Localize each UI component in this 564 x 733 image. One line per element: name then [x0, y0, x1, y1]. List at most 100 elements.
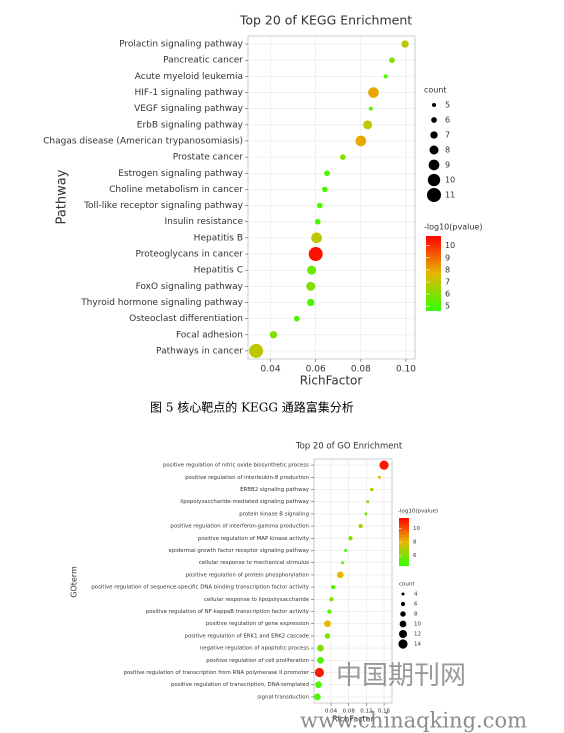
size-legend-label: 10	[445, 176, 455, 185]
y-tick-label: Proteoglycans in cancer	[135, 250, 243, 260]
point	[369, 487, 374, 492]
y-tick-label: Prostate cancer	[173, 153, 244, 163]
size-legend-title: count	[399, 582, 415, 588]
y-tick-label: positive regulation of nitric oxide bios…	[163, 463, 309, 469]
y-tick-label: positive regulation of cell proliferatio…	[206, 658, 309, 664]
x-tick-label: 0.04	[325, 709, 338, 715]
y-tick-label: Osteoclast differentiation	[129, 314, 243, 324]
plot-panel	[247, 35, 416, 360]
size-legend-key	[428, 159, 440, 171]
y-tick-label: positive regulation of transcription fro…	[123, 670, 309, 676]
size-legend-key	[431, 117, 437, 123]
y-tick-label: signal transduction	[257, 694, 309, 700]
y-tick-label: lipopolysaccharide-mediated signaling pa…	[180, 499, 310, 505]
x-axis-label: RichFactor	[300, 374, 363, 388]
color-legend-label: 5	[445, 302, 450, 311]
point	[363, 120, 373, 130]
point	[358, 523, 363, 529]
point	[383, 74, 388, 79]
point	[317, 656, 324, 664]
figure-caption: 图 5 核心靶点的 KEGG 通路富集分析	[150, 400, 354, 415]
y-tick-label: Chagas disease (American trypanosomiasis…	[43, 136, 243, 146]
color-legend-label: 10	[413, 526, 420, 532]
point	[329, 597, 334, 602]
y-tick-label: positive regulation of NF-kappaB transcr…	[146, 609, 310, 615]
y-tick-label: positive regulation of gene expression	[206, 621, 309, 627]
point	[368, 87, 379, 98]
point	[317, 644, 324, 652]
point	[344, 549, 348, 552]
size-legend-label: 4	[414, 592, 418, 598]
color-legend-label: 9	[445, 253, 450, 262]
y-tick-label: Estrogen signaling pathway	[118, 169, 243, 179]
x-tick-label: 0.16	[378, 709, 391, 715]
y-tick-label: Acute myeloid leukemia	[135, 72, 243, 82]
point	[401, 40, 409, 48]
color-legend-label: 10	[445, 241, 455, 250]
y-tick-label: positive regulation of ERK1 and ERK2 cas…	[185, 633, 310, 639]
y-tick-label: protein kinase B signaling	[239, 511, 309, 517]
watermark-url: www.chinaqking.com	[300, 709, 527, 733]
color-legend-bar	[399, 518, 409, 566]
y-tick-label: Insulin resistance	[165, 217, 244, 227]
color-legend-label: 6	[413, 553, 417, 559]
size-legend-key	[427, 173, 441, 187]
point	[311, 232, 322, 244]
y-tick-label: Pancreatic cancer	[163, 56, 243, 66]
point	[316, 202, 323, 209]
y-tick-label: Pathways in cancer	[156, 346, 243, 356]
color-legend-bar	[426, 236, 441, 311]
point	[313, 693, 321, 701]
point	[341, 561, 345, 565]
point	[327, 609, 332, 614]
size-legend-key	[430, 131, 438, 139]
y-tick-label: Choline metabolism in cancer	[109, 185, 243, 195]
size-legend-label: 14	[414, 642, 421, 648]
y-tick-label: Hepatitis B	[194, 233, 243, 243]
color-legend-title: -log10(pvalue)	[398, 509, 438, 515]
point	[293, 315, 300, 322]
point	[324, 633, 331, 639]
size-legend-key	[399, 630, 407, 638]
y-tick-label: cellular response to mechanical stimulus	[199, 560, 309, 566]
y-tick-label: HIF-1 signaling pathway	[135, 88, 244, 98]
x-tick-label: 0.10	[396, 365, 416, 375]
x-tick-label: 0.12	[360, 709, 372, 715]
point	[364, 512, 368, 516]
x-tick-label: 0.08	[343, 709, 356, 715]
size-legend-label: 6	[445, 116, 450, 125]
y-tick-label: Thyroid hormone signaling pathway	[80, 298, 243, 308]
point	[389, 57, 395, 64]
point	[321, 186, 328, 193]
size-legend-label: 12	[414, 632, 421, 638]
y-tick-label: positive regulation of transcription, DN…	[171, 682, 309, 688]
size-legend-label: 10	[414, 622, 421, 628]
point	[339, 154, 346, 160]
point	[324, 620, 331, 628]
point	[366, 500, 370, 504]
point	[336, 571, 344, 579]
size-legend-key	[401, 592, 405, 596]
size-legend-key	[400, 611, 406, 617]
size-legend-label: 8	[445, 146, 450, 155]
point	[331, 584, 336, 590]
y-tick-label: Prolactin signaling pathway	[119, 40, 244, 50]
y-tick-label: Focal adhesion	[176, 330, 243, 340]
y-tick-label: cellular response to lipopolysaccharide	[204, 597, 310, 603]
y-tick-label: Hepatitis C	[194, 266, 243, 276]
chart-title: Top 20 of KEGG Enrichment	[239, 13, 412, 28]
color-legend-label: 8	[445, 265, 450, 274]
color-legend-title: -log10(pvalue)	[424, 223, 482, 232]
size-legend-key	[427, 188, 441, 202]
size-legend-label: 6	[414, 602, 418, 608]
watermark-title: 中国期刊网	[336, 661, 466, 691]
point	[269, 331, 278, 339]
point	[348, 536, 353, 541]
size-legend-key	[429, 145, 439, 155]
y-tick-label: positive regulation of MAP kinase activi…	[198, 536, 310, 542]
y-axis-label: GOterm	[70, 566, 79, 598]
point	[306, 281, 316, 291]
y-axis-label: Pathway	[55, 169, 70, 224]
point	[314, 218, 321, 225]
